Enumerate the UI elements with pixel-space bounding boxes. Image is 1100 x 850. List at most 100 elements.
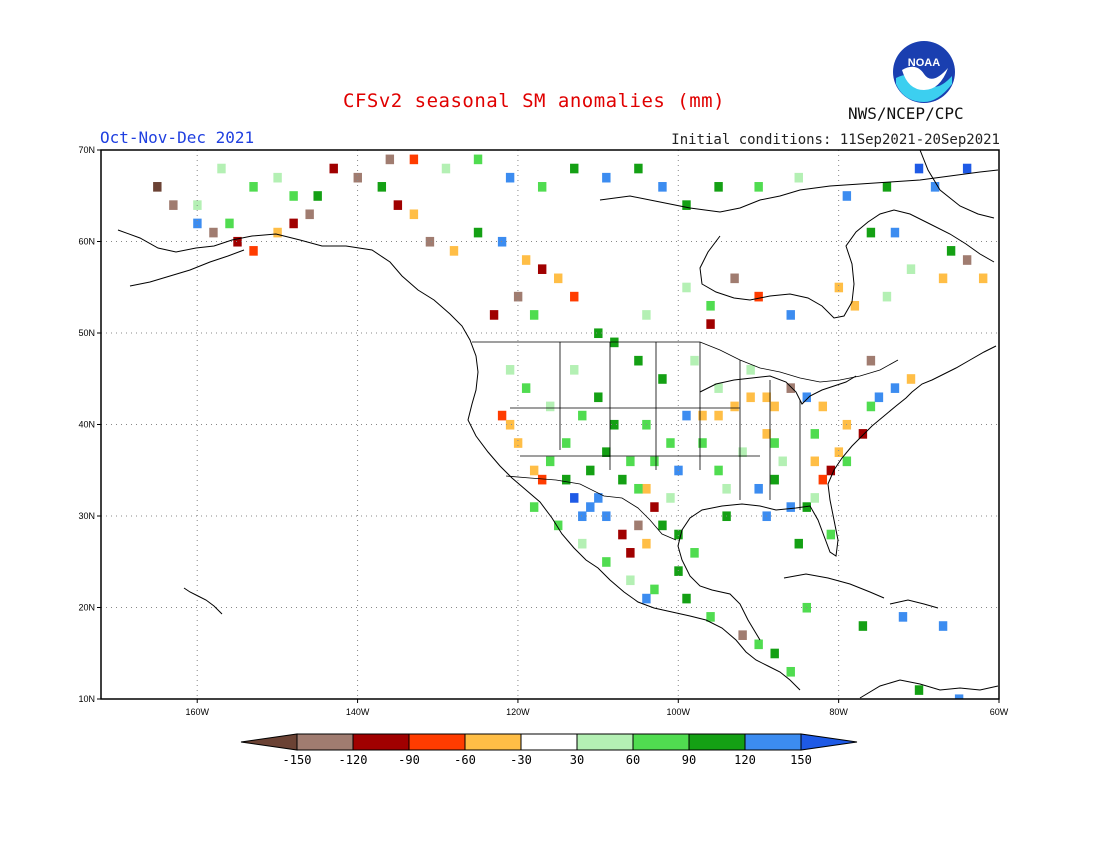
anomaly-cell	[594, 493, 603, 503]
season-label: Oct-Nov-Dec 2021	[100, 128, 255, 147]
lat-label: 30N	[78, 511, 95, 521]
anomaly-cell	[714, 182, 723, 192]
anomaly-cell	[690, 548, 699, 558]
anomaly-cell	[866, 227, 876, 238]
map-background	[101, 150, 999, 699]
anomaly-cell	[626, 575, 635, 586]
anomaly-cell	[610, 419, 619, 430]
anomaly-cell	[570, 163, 579, 174]
anomaly-cell	[209, 227, 218, 238]
colorbar-segment	[520, 733, 578, 751]
anomaly-cell	[682, 593, 691, 604]
anomaly-cell	[658, 374, 667, 384]
anomaly-cell	[738, 630, 747, 640]
anomaly-cell	[722, 483, 731, 494]
anomaly-cell	[545, 401, 555, 412]
anomaly-cell	[153, 182, 162, 192]
anomaly-cell	[505, 419, 515, 430]
arctic-islands	[599, 169, 999, 213]
anomaly-cell	[842, 191, 852, 201]
alaska-peninsula	[129, 249, 245, 287]
anomaly-cell	[682, 200, 691, 210]
anomaly-cell	[249, 246, 258, 256]
lat-label: 50N	[78, 328, 95, 338]
anomaly-cell	[714, 410, 723, 421]
colorbar-label: -30	[510, 753, 532, 767]
anomaly-cell	[698, 410, 707, 421]
anomaly-cell	[578, 410, 587, 421]
colorbar-label: -60	[454, 753, 476, 767]
anomaly-cell	[946, 246, 956, 256]
colorbar-segment	[408, 733, 466, 751]
anomaly-cell	[746, 365, 755, 375]
anomaly-cell	[642, 538, 651, 549]
colorbar-segment	[464, 733, 522, 751]
agency-label: NWS/NCEP/CPC	[848, 104, 964, 123]
anomaly-cells	[153, 154, 988, 699]
colorbar-label: 60	[626, 753, 640, 767]
lon-label: 120W	[506, 707, 530, 717]
lon-label: 60W	[990, 707, 1009, 717]
anomaly-cell	[578, 538, 587, 549]
anomaly-cell	[802, 502, 811, 512]
north-america-coast	[117, 229, 801, 691]
anomaly-cell	[706, 300, 715, 311]
anomaly-cell	[513, 438, 523, 448]
anomaly-cell	[305, 209, 314, 220]
anomaly-cell	[786, 666, 795, 677]
lon-label: 80W	[829, 707, 848, 717]
lat-label: 60N	[78, 237, 95, 247]
anomaly-cell	[409, 154, 419, 165]
colorbar-segment	[744, 733, 802, 751]
lon-label: 160W	[185, 707, 209, 717]
anomaly-cell	[866, 355, 876, 366]
anomaly-cell	[858, 621, 868, 631]
anomaly-cell	[730, 273, 739, 284]
anomaly-cell	[866, 401, 876, 412]
anomaly-cell	[626, 548, 635, 558]
anomaly-cell	[778, 456, 787, 467]
anomaly-cell	[882, 182, 892, 192]
anomaly-cell	[273, 227, 282, 238]
longitude-labels: 160W 140W 120W 100W 80W 60W	[185, 699, 1009, 717]
anomaly-cell	[545, 456, 555, 467]
anomaly-cell	[377, 182, 387, 192]
greenland	[919, 150, 995, 219]
anomaly-cell	[441, 163, 451, 174]
anomaly-cell	[169, 200, 178, 210]
noaa-logo: NOAA	[892, 40, 956, 104]
anomaly-cell	[249, 182, 258, 192]
anomaly-cell	[513, 291, 523, 302]
political-borders	[472, 341, 899, 541]
anomaly-cell	[642, 483, 651, 494]
anomaly-cell	[658, 520, 667, 531]
anomaly-cell	[289, 218, 298, 229]
anomaly-cell	[730, 401, 739, 412]
anomaly-cell	[786, 502, 795, 512]
us-mexico-border	[505, 475, 677, 541]
anomaly-cell	[762, 392, 771, 403]
anomaly-cell	[602, 557, 611, 567]
anomaly-cell	[666, 438, 675, 448]
anomaly-cell	[818, 401, 828, 412]
anomaly-cell	[906, 374, 916, 384]
anomaly-cell	[834, 447, 844, 457]
anomaly-cell	[874, 392, 884, 403]
anomaly-cell	[650, 584, 659, 595]
anomaly-cell	[706, 612, 715, 622]
anomaly-cell	[698, 438, 707, 448]
anomaly-cell	[642, 310, 651, 320]
anomaly-cell	[521, 383, 531, 393]
anomaly-cell	[578, 511, 587, 522]
anomaly-cell	[473, 227, 483, 238]
logo-text: NOAA	[908, 57, 940, 69]
lat-label: 70N	[78, 145, 95, 155]
anomaly-cell	[666, 493, 675, 503]
anomaly-cell	[794, 172, 803, 183]
anomaly-cell	[554, 520, 563, 531]
anomaly-cell	[618, 529, 627, 540]
colorbar-segment	[688, 733, 746, 751]
anomaly-cell	[850, 300, 860, 311]
colorbar-arrow-high	[800, 733, 858, 751]
anomaly-cell	[554, 273, 563, 284]
